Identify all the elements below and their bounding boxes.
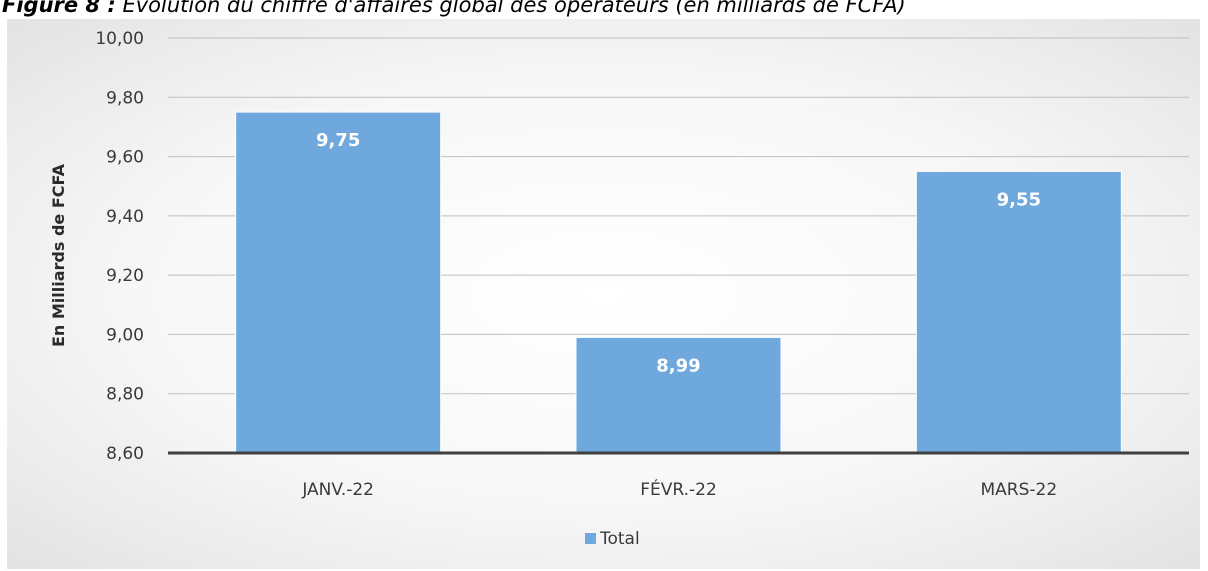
data-label: 9,55 <box>997 189 1041 210</box>
data-label: 8,99 <box>656 355 700 376</box>
chart-area: 8,60 8,80 9,00 9,20 9,40 9,60 9,80 10,00 9,75 JAN… <box>7 19 1200 569</box>
x-category-label: MARS-22 <box>980 480 1057 500</box>
y-tick-label: 9,40 <box>106 207 144 227</box>
legend-swatch <box>585 533 596 544</box>
y-tick-label: 9,20 <box>106 266 144 286</box>
caption-text: Evolution du chiffre d'affaires global d… <box>122 0 906 17</box>
x-category-label: FÉVR.-22 <box>640 478 717 500</box>
caption-label: Figure 8 : <box>2 0 116 17</box>
y-tick-label: 9,80 <box>106 88 144 108</box>
bar <box>235 111 442 454</box>
y-tick-label: 9,00 <box>106 325 144 345</box>
y-tick-label: 8,60 <box>106 444 144 464</box>
bar-chart: 8,60 8,80 9,00 9,20 9,40 9,60 9,80 10,00 9,75 JAN… <box>49 29 1189 549</box>
x-category-label: JANV.-22 <box>301 480 374 500</box>
bar <box>915 170 1122 454</box>
data-label: 9,75 <box>316 130 360 151</box>
legend-label: Total <box>599 529 640 549</box>
y-tick-label: 8,80 <box>106 385 144 405</box>
y-tick-label: 10,00 <box>95 29 144 49</box>
figure-caption: Figure 8 : Evolution du chiffre d'affair… <box>2 0 1208 19</box>
y-axis-title: En Milliards de FCFA <box>49 163 68 347</box>
y-tick-label: 9,60 <box>106 148 144 168</box>
